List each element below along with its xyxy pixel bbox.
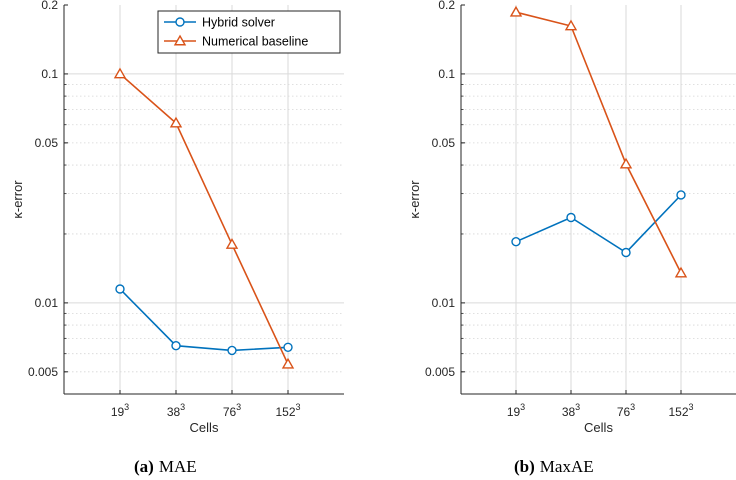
caption-maxae: (b) MaxAE [514, 457, 594, 477]
y-tick-label: 0.01 [35, 296, 59, 310]
x-tick-label: 193 [111, 402, 129, 419]
legend-marker-triangle [173, 34, 187, 46]
data-point-triangle [281, 357, 295, 369]
x-axis-label: Cells [584, 420, 613, 435]
y-tick-label: 0.01 [432, 296, 456, 310]
legend-entry-label: Numerical baseline [202, 35, 308, 49]
caption-mae: (a) MAE [134, 457, 197, 477]
series-line [119, 73, 289, 365]
caption-maxae-text: MaxAE [539, 457, 594, 476]
x-tick-label: 1523 [275, 402, 300, 419]
x-tick-label: 763 [617, 402, 635, 419]
legend-marker-circle [175, 17, 185, 27]
legend-entry-label: Hybrid solver [202, 16, 275, 30]
data-point-circle [227, 345, 237, 356]
y-tick-label: 0.2 [438, 0, 455, 12]
data-point-triangle [225, 238, 239, 249]
y-tick-label: 0.1 [438, 67, 455, 81]
series-line [515, 11, 682, 274]
caption-mae-text: MAE [158, 457, 197, 476]
caption-maxae-label: (b) [514, 457, 535, 476]
data-point-circle [283, 342, 293, 352]
legend-box [157, 10, 341, 54]
y-tick-label: 0.05 [35, 136, 59, 150]
x-tick-label: 193 [507, 402, 525, 419]
x-axis-label: Cells [190, 420, 219, 435]
y-tick-label: 0.1 [41, 67, 58, 81]
data-point-triangle [113, 67, 127, 79]
plot-area [461, 5, 736, 394]
panel-mae: 0.005 0.01 0.05 0.1 0.2 193 383 763 1523 Cells κ-e… [10, 0, 344, 435]
x-tick-label: 383 [167, 402, 185, 419]
y-tick-label: 0.005 [425, 365, 455, 379]
data-point-triangle [674, 266, 688, 278]
series-line [119, 288, 289, 352]
data-point-triangle [509, 5, 523, 17]
y-tick-label: 0.05 [432, 136, 456, 150]
y-tick-label: 0.2 [41, 0, 58, 12]
data-point-circle [171, 341, 181, 351]
data-point-circle [566, 212, 576, 223]
x-tick-label: 763 [223, 402, 241, 419]
data-point-circle [621, 247, 631, 258]
data-point-triangle [619, 157, 633, 169]
data-point-circle [676, 190, 686, 200]
panel-maxae: 0.005 0.01 0.05 0.1 0.2 193 383 763 1523 Cells κ-e… [407, 0, 736, 435]
data-point-circle [511, 237, 521, 247]
x-tick-label: 1523 [668, 402, 693, 419]
data-point-triangle [169, 116, 183, 128]
x-tick-label: 383 [562, 402, 580, 419]
data-point-triangle [564, 19, 578, 31]
y-tick-label: 0.005 [28, 365, 58, 379]
y-axis-label: κ-error [10, 180, 25, 219]
data-point-circle [115, 284, 125, 294]
caption-mae-label: (a) [134, 457, 154, 476]
y-axis-label: κ-error [407, 180, 422, 219]
plot-area [64, 5, 344, 394]
series-line [515, 194, 682, 254]
